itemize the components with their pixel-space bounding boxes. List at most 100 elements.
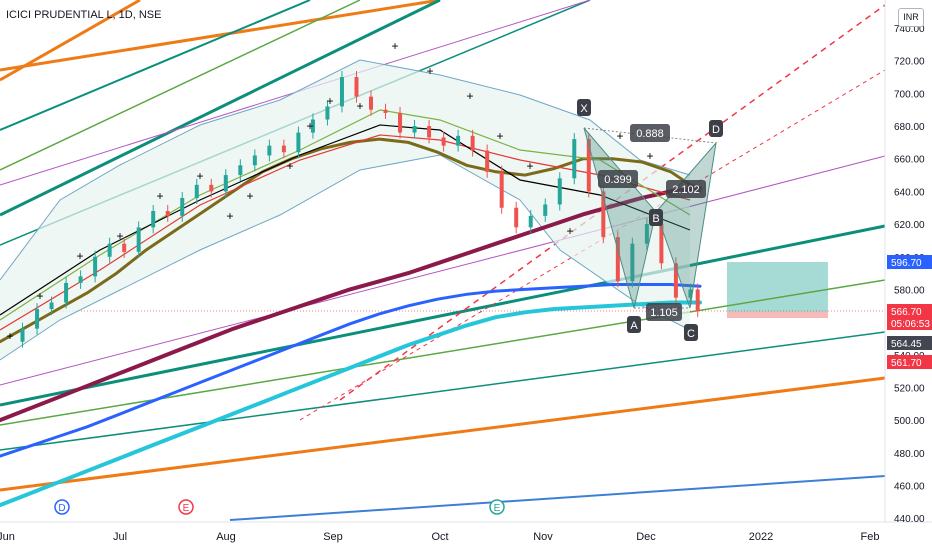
candle-body	[339, 77, 344, 107]
price-label-value: 596.70	[891, 258, 922, 269]
candle-body	[470, 135, 475, 151]
candle-body	[136, 227, 141, 252]
event-marker-label: D	[58, 503, 65, 514]
candle-body	[20, 328, 25, 342]
candle-body	[122, 243, 127, 252]
ratio-label: 2.102	[672, 184, 700, 196]
ratio-label: 1.105	[650, 307, 678, 319]
candle-body	[78, 276, 83, 283]
candle-body	[107, 243, 112, 257]
candle-body	[695, 289, 700, 312]
currency-button[interactable]: INR	[898, 8, 924, 27]
ratio-label: 0.888	[636, 128, 664, 140]
pattern-point-label: B	[652, 213, 659, 225]
candle-body	[673, 263, 678, 298]
trend-line	[0, 376, 886, 492]
sar-dot: +	[116, 229, 123, 243]
y-tick-label: 480.00	[894, 449, 925, 460]
candle-body	[165, 211, 170, 216]
trend-line	[0, 0, 311, 131]
candle-body	[615, 237, 620, 282]
ratio-badge	[666, 180, 706, 198]
symbol-title: ICICI PRUDENTIAL L, 1D, NSE	[6, 9, 162, 21]
candle-body	[252, 155, 257, 166]
price-label-tag	[887, 255, 932, 269]
candle-body	[586, 139, 591, 192]
trend-line	[0, 279, 886, 426]
trend-line	[0, 155, 886, 386]
sar-dot: +	[616, 129, 623, 143]
sar-dot: +	[466, 89, 473, 103]
sar-dot: +	[326, 94, 333, 108]
candle-body	[543, 204, 548, 216]
candle-body	[528, 215, 533, 228]
candle-body	[238, 165, 243, 176]
candle-body	[209, 184, 214, 192]
candle-body	[630, 243, 635, 282]
trend-line	[0, 224, 886, 407]
candle-body	[383, 109, 388, 113]
y-tick-label: 460.00	[894, 482, 925, 493]
sar-dot: +	[196, 169, 203, 183]
ratio-badge	[630, 124, 670, 142]
x-tick-label: Sep	[323, 531, 343, 543]
candle-body	[281, 145, 286, 153]
event-marker-label: E	[494, 503, 501, 514]
pattern-point-badge	[649, 209, 663, 226]
candle-body	[644, 224, 649, 244]
candle-body	[659, 224, 664, 264]
candle-body	[325, 106, 330, 120]
sar-dot: +	[6, 329, 13, 343]
trend-line	[229, 475, 886, 521]
x-tick-label: Aug	[216, 531, 236, 543]
trend-line	[0, 331, 886, 451]
pattern-point-label: C	[687, 328, 695, 340]
candle-body	[427, 126, 432, 138]
bollinger-lower	[0, 154, 691, 361]
candle-body	[35, 309, 40, 329]
dashed-trend-line	[299, 69, 886, 421]
event-marker	[178, 499, 194, 515]
y-tick-label: 640.00	[894, 187, 925, 198]
candle-body	[688, 289, 693, 298]
pattern-point-label: X	[580, 103, 588, 115]
candle-body	[514, 207, 519, 228]
event-marker-label: E	[183, 503, 190, 514]
y-tick-label: 680.00	[894, 122, 925, 133]
x-tick-label: Jun	[0, 531, 15, 543]
event-marker	[489, 499, 505, 515]
pattern-point-badge	[709, 120, 723, 137]
pattern-point-badge	[684, 324, 698, 341]
sar-dot: +	[646, 149, 653, 163]
candle-body	[194, 184, 199, 198]
trend-line	[0, 0, 361, 171]
event-marker	[54, 499, 70, 515]
target-zone	[727, 262, 828, 312]
candle-body	[441, 137, 446, 146]
sar-dot: +	[356, 99, 363, 113]
candle-body	[601, 191, 606, 238]
bollinger-upper	[0, 59, 691, 281]
pattern-point-badge	[627, 316, 641, 333]
x-tick-label: 2022	[749, 531, 773, 543]
pattern-point-badge	[577, 99, 591, 116]
y-tick-label: 700.00	[894, 89, 925, 100]
y-tick-label: 500.00	[894, 416, 925, 427]
ratio-badge	[598, 170, 638, 188]
x-tick-label: Oct	[431, 531, 448, 543]
price-label-value: 561.70	[891, 358, 922, 369]
sar-dot: +	[286, 159, 293, 173]
candle-body	[398, 112, 403, 133]
moving-average-line	[0, 300, 702, 508]
y-tick-label: 720.00	[894, 57, 925, 68]
trend-line	[0, 0, 441, 217]
price-label-tag	[887, 355, 932, 369]
sar-dot: +	[391, 39, 398, 53]
sar-dot: +	[426, 64, 433, 78]
sar-dot: +	[226, 209, 233, 223]
price-label-tag	[887, 336, 932, 350]
y-tick-label: 620.00	[894, 220, 925, 231]
x-tick-label: Nov	[533, 531, 553, 543]
